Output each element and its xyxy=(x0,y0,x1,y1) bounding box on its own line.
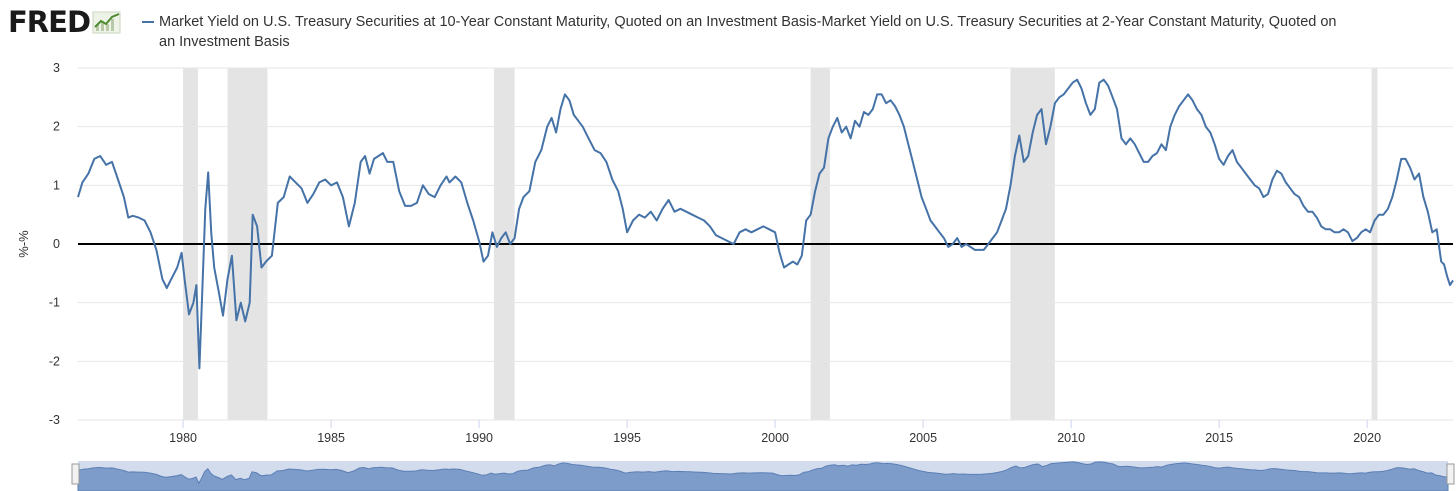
y-tick-label: -3 xyxy=(49,413,60,427)
x-tick-label: 1985 xyxy=(317,431,345,445)
navigator-left-handle[interactable] xyxy=(71,463,80,485)
chart-line-icon xyxy=(92,11,122,40)
y-axis-ticks: 3 2 1 0 -1 -2 -3 xyxy=(49,61,60,427)
legend-swatch xyxy=(142,21,154,23)
navigator-right-handle[interactable] xyxy=(1446,463,1455,485)
x-tick-label: 2020 xyxy=(1353,431,1381,445)
x-tick-label: 1995 xyxy=(613,431,641,445)
y-tick-label: -1 xyxy=(49,296,60,310)
series-layer xyxy=(77,78,1454,370)
x-tick-label: 2000 xyxy=(761,431,789,445)
x-tick-label: 1990 xyxy=(465,431,493,445)
navigator-series xyxy=(77,461,1449,491)
gridlines xyxy=(78,67,1453,421)
x-tick-label: 2010 xyxy=(1057,431,1085,445)
logo-text: FRED xyxy=(8,5,91,39)
header: FRED Market Yield on U.S. Treasury Secur… xyxy=(0,0,1456,60)
legend-label: Market Yield on U.S. Treasury Securities… xyxy=(159,14,1337,50)
series-line xyxy=(77,78,1454,370)
range-navigator[interactable] xyxy=(71,461,1455,491)
y-axis-label: %-% xyxy=(16,230,31,258)
x-axis-ticks: 1980 1985 1990 1995 2000 2005 2010 2015 2020 xyxy=(169,420,1381,445)
fred-logo[interactable]: FRED xyxy=(8,5,122,39)
x-tick-label: 1980 xyxy=(169,431,197,445)
y-tick-label: 0 xyxy=(53,237,60,251)
y-tick-label: 3 xyxy=(53,61,60,75)
x-tick-label: 2005 xyxy=(909,431,937,445)
chart-legend[interactable]: Market Yield on U.S. Treasury Securities… xyxy=(142,12,1442,52)
y-tick-label: 2 xyxy=(53,120,60,134)
x-tick-label: 2015 xyxy=(1205,431,1233,445)
y-tick-label: -2 xyxy=(49,354,60,368)
y-tick-label: 1 xyxy=(53,178,60,192)
